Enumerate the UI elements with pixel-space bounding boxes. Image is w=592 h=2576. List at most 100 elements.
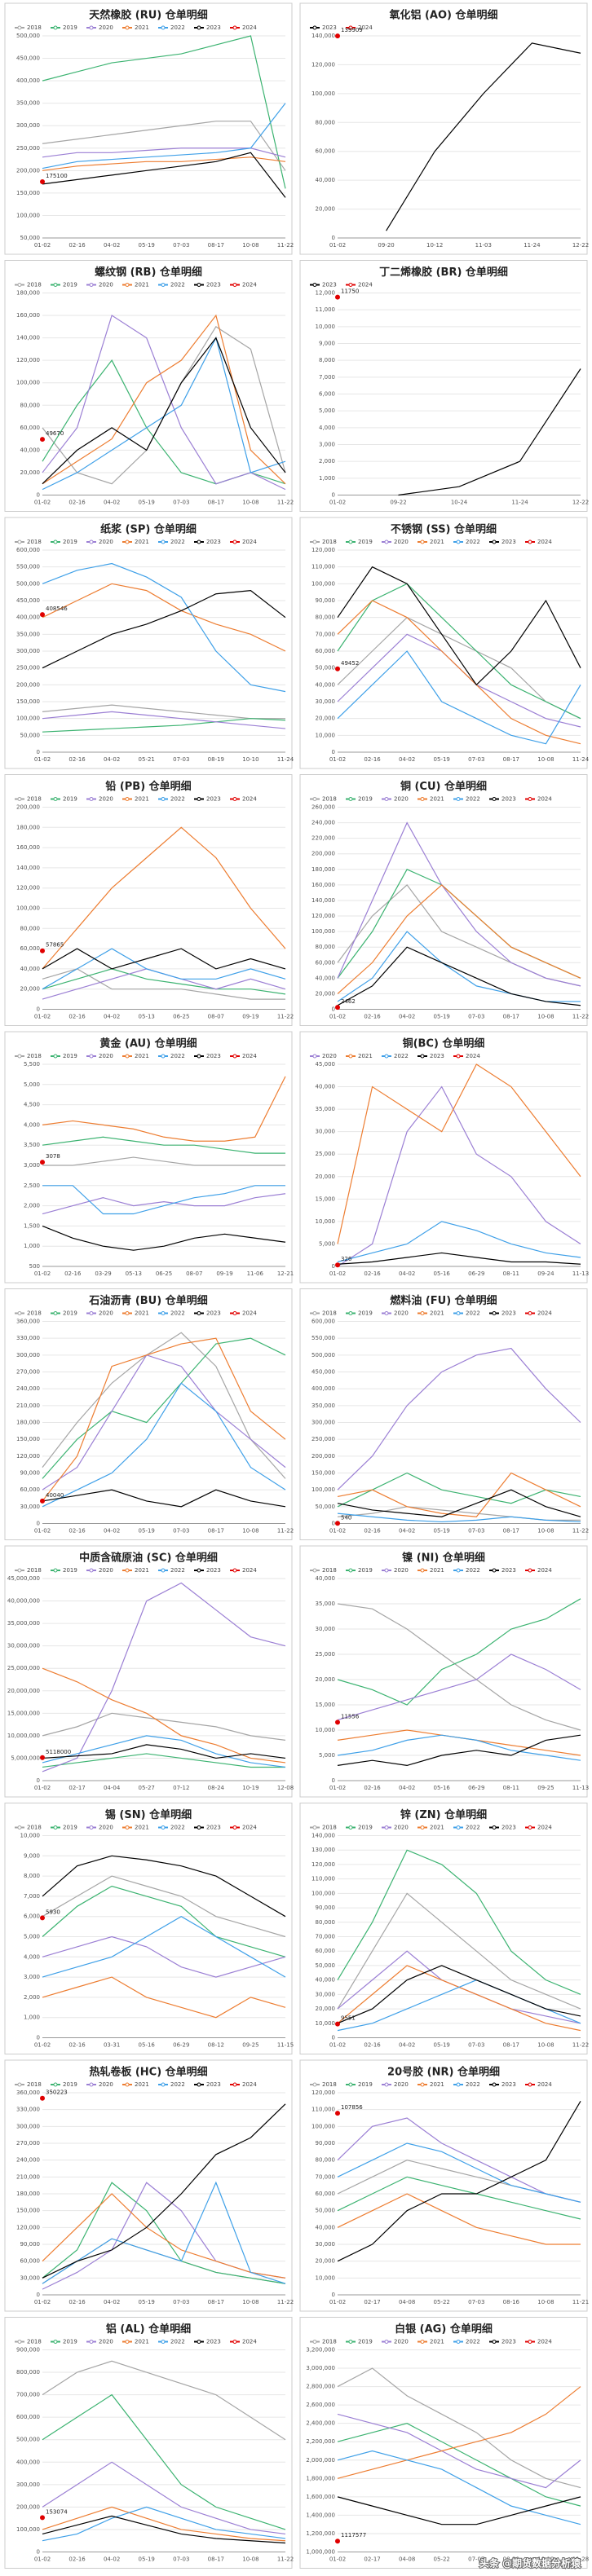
legend-marker: [528, 2340, 532, 2344]
y-tick-label: 20,000: [316, 1676, 336, 1683]
series-line: [42, 314, 286, 485]
legend-label: 2023: [430, 1053, 444, 1059]
x-tick-label: 01-02: [34, 1270, 51, 1277]
series-line: [42, 2193, 286, 2279]
y-tick-label: 100,000: [16, 380, 40, 386]
y-tick-label: 140,000: [16, 335, 40, 341]
x-tick-label: 11-15: [277, 2042, 294, 2049]
y-tick-label: 2,500: [24, 1182, 40, 1189]
legend-label: 2019: [63, 2081, 77, 2088]
legend-marker: [89, 797, 94, 801]
x-tick-label: 08-17: [208, 242, 224, 249]
x-tick-label: 02-17: [364, 2299, 380, 2305]
panel-border: [299, 1031, 588, 1284]
legend-marker: [456, 797, 461, 801]
x-tick-label: 02-16: [364, 756, 381, 763]
y-tick-label: 30,000,000: [7, 1643, 40, 1649]
legend-marker: [420, 2082, 425, 2087]
series-line: [337, 616, 581, 720]
legend-label: 2019: [358, 1567, 373, 1574]
legend-label: 2024: [537, 1310, 552, 1317]
y-tick-label: 60,000: [316, 2191, 336, 2197]
x-tick-label: 05-19: [139, 1528, 155, 1535]
series-line: [42, 1489, 286, 1508]
y-tick-label: 0: [37, 749, 40, 755]
legend-label: 2019: [63, 1825, 77, 1831]
y-tick-label: 0: [332, 235, 335, 241]
x-tick-label: 09-22: [390, 500, 406, 506]
series-line: [337, 1598, 581, 1706]
y-tick-label: 10,000,000: [7, 1733, 40, 1739]
legend-marker: [197, 2340, 201, 2344]
y-tick-label: 350,000: [311, 1402, 335, 1409]
y-tick-label: 60,000: [316, 959, 336, 966]
legend-marker: [197, 2082, 201, 2087]
legend-marker: [312, 539, 317, 544]
x-tick-label: 05-22: [434, 2299, 450, 2305]
legend-label: 2021: [135, 1567, 149, 1574]
legend-label: 2024: [242, 2339, 257, 2345]
x-tick-label: 04-02: [399, 1528, 415, 1535]
x-tick-label: 07-03: [468, 1014, 484, 1020]
x-tick-label: 01-02: [329, 242, 346, 249]
y-tick-label: 2,000,000: [306, 2457, 335, 2464]
x-tick-label: 02-16: [364, 1270, 381, 1277]
legend-marker: [89, 283, 94, 287]
y-tick-label: 7,000: [319, 374, 335, 381]
y-tick-label: 80,000: [316, 119, 336, 125]
y-tick-label: 10,000: [316, 1218, 336, 1225]
y-tick-label: 2,800,000: [306, 2384, 335, 2390]
legend-label: 2019: [358, 1825, 373, 1831]
y-tick-label: 5,500: [24, 1061, 40, 1068]
y-tick-label: 600,000: [16, 2414, 40, 2420]
legend-label: 2023: [501, 2081, 516, 2088]
series-line: [42, 968, 285, 1000]
y-tick-label: 360,000: [16, 1319, 40, 1325]
y-tick-label: 0: [37, 1006, 40, 1013]
legend-marker: [232, 283, 237, 287]
y-tick-label: 150,000: [16, 190, 40, 196]
x-tick-label: 07-03: [468, 1528, 484, 1535]
legend-label: 2024: [537, 539, 552, 545]
series-line: [42, 583, 286, 652]
legend-label: 2019: [358, 539, 373, 545]
legend-label: 2020: [394, 796, 409, 803]
series-line: [42, 2506, 286, 2542]
panel-border: [299, 2, 588, 255]
series-line: [42, 1885, 286, 1957]
x-tick-label: 11-22: [572, 1528, 589, 1535]
y-tick-label: 4,000: [319, 425, 335, 431]
y-tick-label: 270,000: [16, 2140, 40, 2147]
legend-label: 2020: [394, 1310, 409, 1317]
chart-title: 螺纹钢 (RB) 仓单明细: [95, 266, 202, 279]
series-line: [42, 826, 286, 970]
series-line: [337, 2176, 581, 2220]
x-tick-label: 02-17: [364, 2556, 380, 2563]
legend-label: 2023: [501, 1310, 516, 1317]
legend-marker: [420, 1054, 425, 1059]
legend-label: 2019: [63, 282, 77, 288]
legend-marker: [125, 1054, 130, 1059]
y-tick-label: 80,000: [316, 2157, 336, 2164]
y-tick-label: 3,500: [24, 1142, 40, 1148]
chart-title: 黄金 (AU) 仓单明细: [99, 1037, 197, 1050]
chart-title: 铜 (CU) 仓单明细: [400, 780, 487, 793]
y-tick-label: 60,000: [20, 2258, 41, 2265]
legend-marker: [53, 539, 58, 544]
legend-label: 2019: [63, 1053, 77, 1059]
legend-label: 2021: [135, 1825, 149, 1831]
legend-marker: [161, 25, 166, 30]
legend-label: 2022: [170, 24, 185, 31]
x-tick-label: 11-24: [524, 242, 541, 249]
chart-title: 20号胶 (NR) 仓单明细: [387, 2066, 500, 2079]
y-tick-label: 360,000: [16, 2089, 40, 2096]
y-tick-label: 0: [37, 2292, 40, 2298]
legend-label: 2022: [466, 2081, 480, 2088]
y-tick-label: 10,000: [316, 732, 336, 738]
y-tick-label: 200,000: [16, 167, 40, 174]
legend-label: 2020: [99, 2081, 113, 2088]
y-tick-label: 30,000: [316, 1626, 336, 1632]
x-tick-label: 08-20: [503, 2556, 519, 2563]
series-line: [337, 2386, 581, 2479]
